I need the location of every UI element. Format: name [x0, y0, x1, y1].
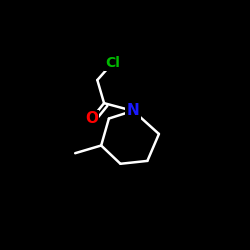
Text: O: O [85, 111, 98, 126]
Text: N: N [126, 103, 139, 118]
Text: Cl: Cl [105, 56, 120, 70]
